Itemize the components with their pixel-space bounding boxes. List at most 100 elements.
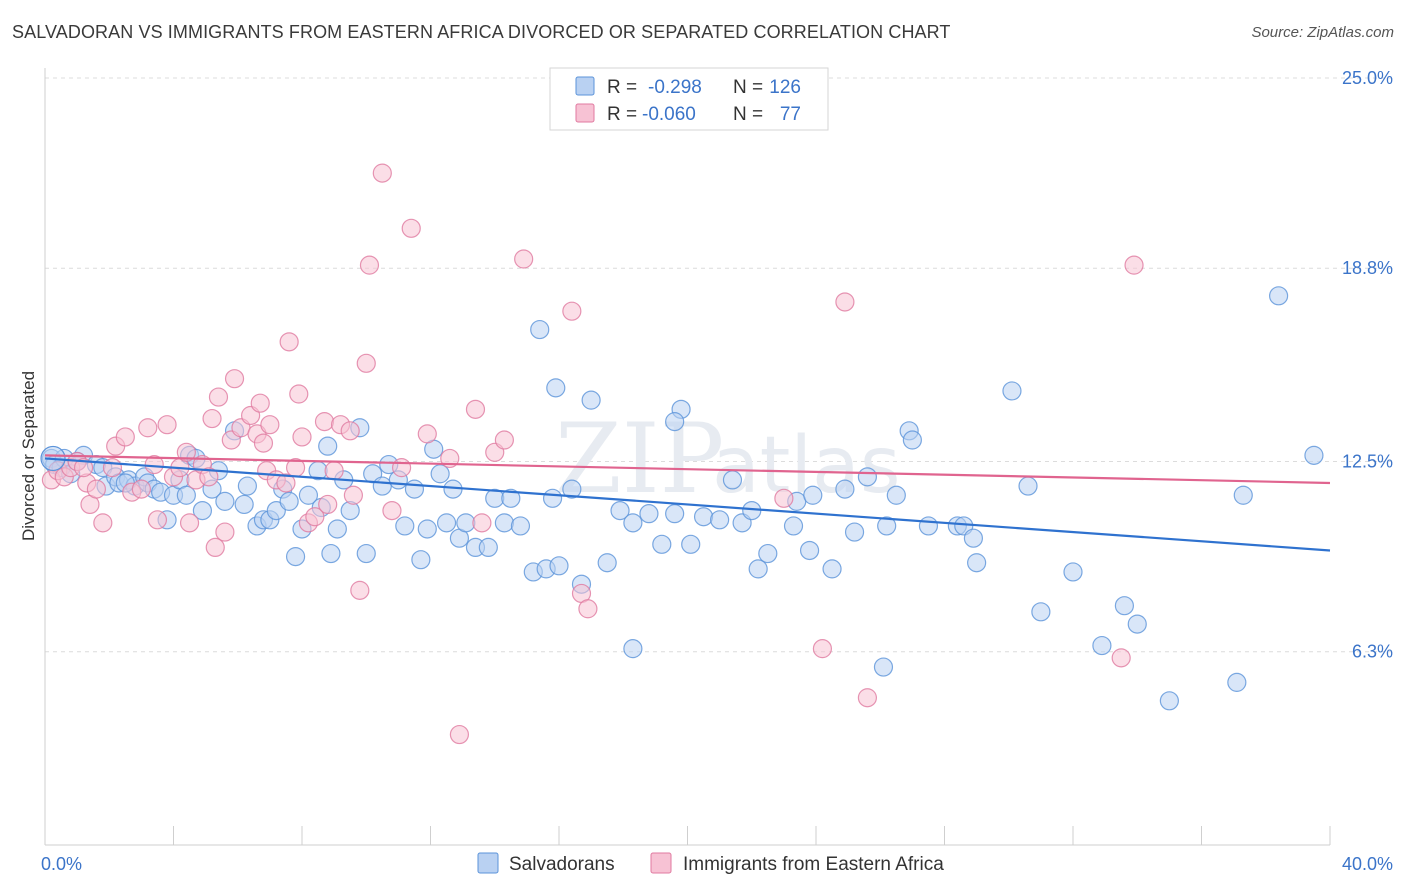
- salvadoran-point: [803, 485, 823, 505]
- immigrant-point: [350, 580, 370, 600]
- immigrant-point: [292, 427, 312, 447]
- immigrant-point: [857, 688, 878, 708]
- trend-layer: [44, 454, 1331, 552]
- salvadoran-point: [665, 504, 685, 524]
- legend-r-value: -0.060: [642, 104, 696, 125]
- salvadoran-point: [1268, 286, 1289, 306]
- immigrant-point: [465, 399, 486, 419]
- immigrant-point: [578, 599, 598, 619]
- chart-source: Source: ZipAtlas.com: [1251, 24, 1394, 41]
- series-legend-label-salvadorans: Salvadorans: [509, 854, 615, 875]
- x-tick-label: 40.0%: [1342, 854, 1393, 874]
- immigrant-point: [562, 301, 582, 321]
- immigrant-point: [215, 522, 235, 542]
- salvadoran-point: [1304, 445, 1324, 465]
- salvadoran-point: [799, 540, 820, 561]
- salvadoran-point: [176, 485, 196, 505]
- salvadoran-point: [562, 479, 582, 499]
- immigrant-point: [314, 412, 335, 432]
- y-axis-title: Divorced or Separated: [19, 371, 38, 541]
- immigrant-point: [401, 218, 421, 238]
- salvadoran-point: [411, 550, 431, 570]
- immigrant-point: [250, 393, 270, 413]
- immigrant-point: [359, 255, 380, 275]
- immigrant-point: [86, 479, 107, 499]
- salvadoran-point: [546, 378, 566, 398]
- legend-r-label: R =: [607, 104, 637, 125]
- immigrant-point: [253, 433, 274, 453]
- immigrant-point: [774, 488, 794, 508]
- immigrant-point: [199, 467, 219, 487]
- immigrant-point: [812, 639, 833, 659]
- series-legend-swatch-immigrants: [650, 852, 672, 874]
- immigrant-point: [279, 332, 299, 352]
- salvadoran-point: [783, 516, 804, 536]
- salvadoran-point: [610, 500, 630, 521]
- salvadoran-point: [665, 412, 685, 432]
- legend-r-label: R =: [607, 77, 637, 98]
- immigrant-point: [147, 510, 168, 530]
- y-axis-tick-labels: 25.0% 18.8% 12.5% 6.3%: [1342, 68, 1393, 662]
- salvadoran-point: [822, 559, 842, 579]
- salvadoran-point: [722, 470, 743, 490]
- immigrant-point: [131, 479, 151, 499]
- salvadoran-point: [581, 390, 601, 410]
- y-tick-label: 18.8%: [1342, 258, 1393, 278]
- salvadoran-point: [748, 559, 768, 579]
- chart-title: SALVADORAN VS IMMIGRANTS FROM EASTERN AF…: [12, 22, 951, 42]
- immigrant-point: [208, 387, 229, 407]
- salvadoran-point: [1159, 691, 1179, 711]
- immigrant-point: [115, 427, 135, 447]
- gridlines: [45, 77, 1392, 653]
- series-legend-label-immigrants: Immigrants from Eastern Africa: [683, 854, 944, 875]
- salvadoran-point: [298, 485, 319, 505]
- salvadoran-point: [623, 639, 643, 659]
- immigrant-point: [1124, 255, 1144, 275]
- immigrant-point: [391, 458, 412, 478]
- salvadoran-point: [549, 556, 569, 576]
- y-tick-label: 12.5%: [1342, 452, 1393, 472]
- immigrant-point: [202, 408, 222, 429]
- salvadoran-point: [835, 479, 855, 499]
- salvadoran-point: [530, 319, 550, 340]
- legend-box: [549, 67, 829, 131]
- immigrant-point: [494, 430, 514, 450]
- salvadoran-point: [542, 488, 563, 508]
- salvadoran-point: [710, 510, 730, 530]
- series-legend: Salvadorans Immigrants from Eastern Afri…: [477, 852, 944, 875]
- legend-n-value: 126: [769, 77, 801, 98]
- salvadoran-point: [318, 436, 338, 456]
- immigrant-point: [176, 442, 196, 462]
- salvadoran-point: [967, 553, 987, 573]
- immigrant-point: [102, 458, 123, 478]
- salvadoran-point: [478, 537, 498, 558]
- salvadoran-point: [902, 430, 922, 450]
- immigrant-point: [73, 458, 94, 478]
- x-axis-tick-labels: 0.0% 40.0%: [41, 854, 1393, 874]
- immigrant-point: [1111, 648, 1131, 668]
- immigrant-point: [138, 418, 158, 438]
- salvadoran-point: [1092, 635, 1112, 656]
- salvadoran-point: [1063, 562, 1083, 582]
- salvadoran-point: [639, 504, 659, 524]
- immigrant-point: [93, 513, 113, 533]
- immigrant-point: [224, 369, 245, 389]
- salvadoran-point: [857, 467, 878, 487]
- immigrant-point: [472, 513, 492, 533]
- salvadoran-point: [1227, 672, 1247, 692]
- salvadoran-point: [321, 543, 341, 564]
- legend-n-label: N =: [733, 104, 763, 125]
- salvadoran-point: [1233, 485, 1253, 505]
- immigrant-point: [449, 724, 470, 745]
- immigrant-trend-line: [44, 454, 1331, 485]
- immigrant-point: [276, 473, 296, 493]
- salvadoran-point: [279, 491, 299, 511]
- salvadoran-point: [404, 479, 425, 499]
- salvadoran-point: [652, 534, 672, 554]
- salvadoran-point: [372, 476, 392, 496]
- immigrant-point: [356, 353, 376, 373]
- salvadoran-point: [693, 507, 714, 527]
- salvadoran-point: [327, 519, 347, 539]
- y-tick-label: 6.3%: [1352, 642, 1393, 662]
- salvadoran-point: [886, 485, 906, 505]
